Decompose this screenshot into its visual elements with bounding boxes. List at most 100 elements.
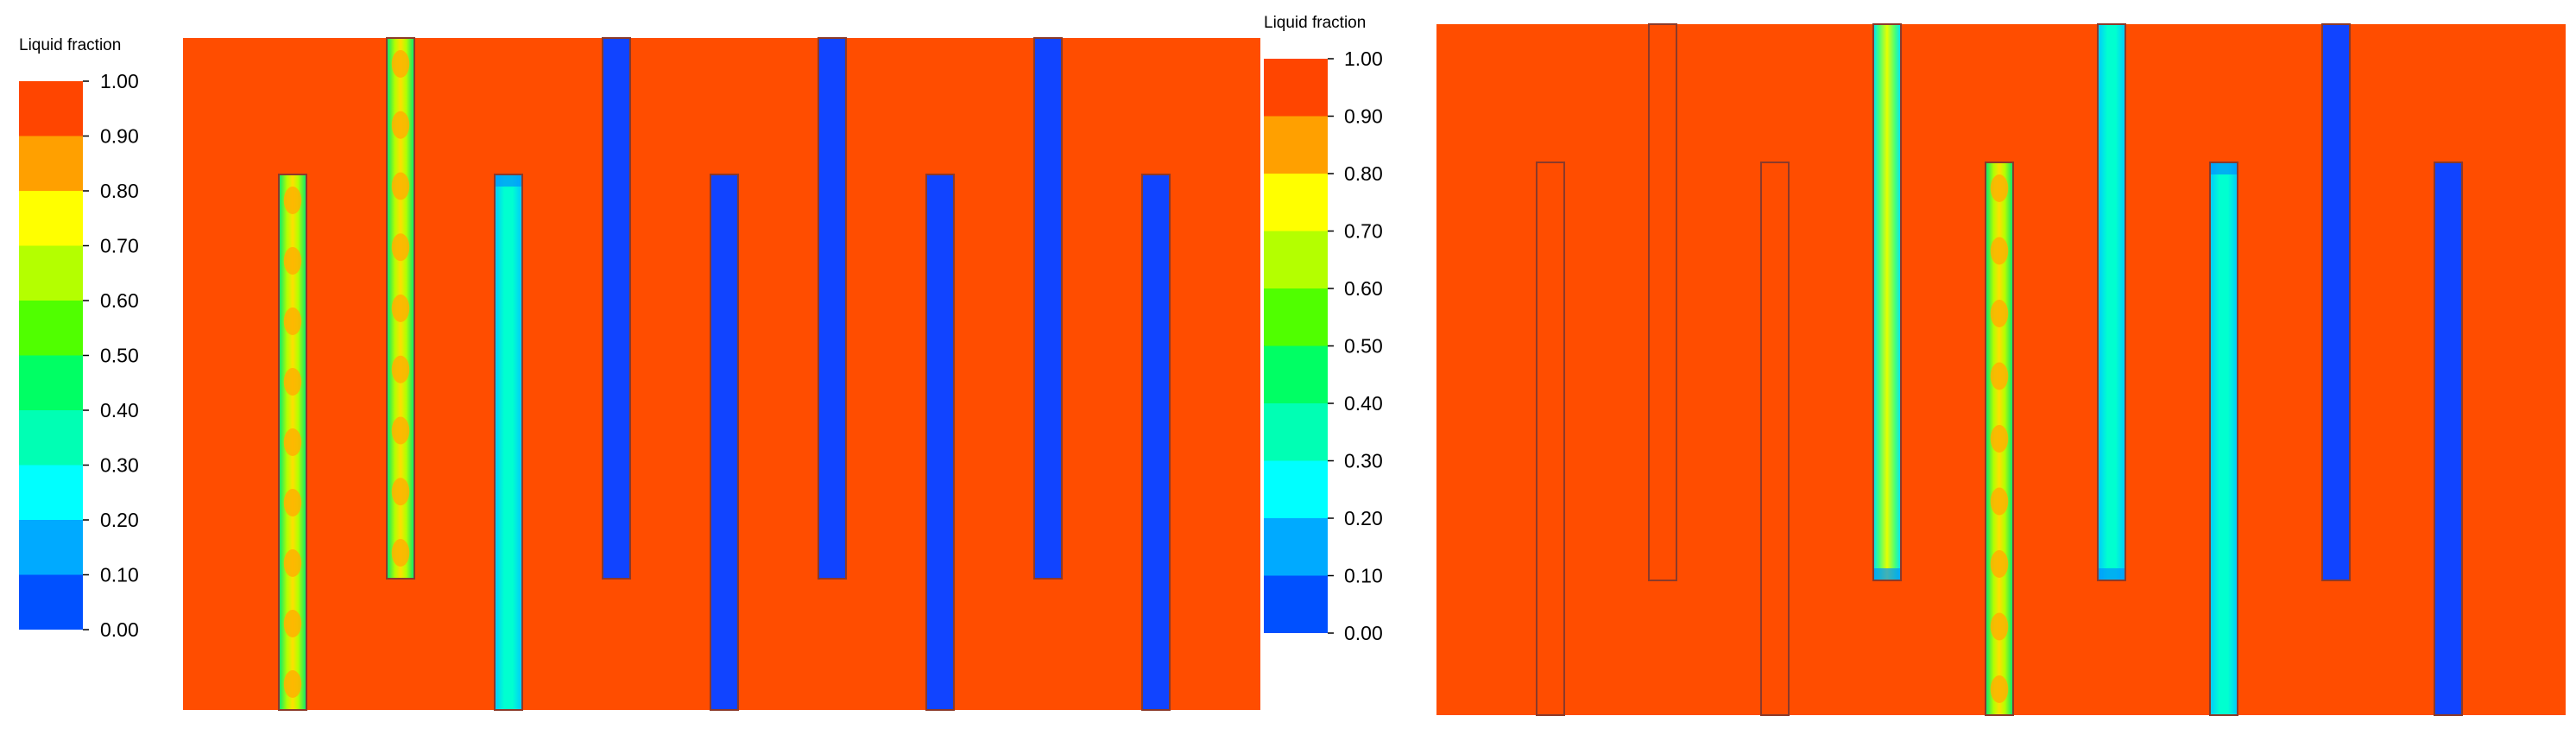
colorbar-tick-label: 0.90 (100, 125, 139, 148)
fin-outline (925, 174, 955, 711)
fin-outline (2097, 23, 2126, 581)
colorbar-tick-label: 0.00 (100, 618, 139, 641)
melt-blob (283, 489, 302, 516)
fin-bottom-5 (710, 174, 739, 711)
colorbar-bands (19, 81, 83, 630)
colorbar-band (19, 136, 83, 191)
melt-blob (391, 233, 410, 262)
fin-bottom-9 (1141, 174, 1171, 711)
fin-fill (710, 174, 738, 710)
colorbar-band (1264, 575, 1328, 633)
fin-bottom-3 (494, 174, 523, 711)
colorbar-tick-label: 0.30 (1344, 450, 1383, 472)
fin-tip (2098, 568, 2125, 580)
colorbar-band (1264, 231, 1328, 288)
colorbar-band (1264, 59, 1328, 117)
melt-blob (283, 610, 302, 637)
colorbar-tick-label: 0.20 (100, 509, 139, 531)
colorbar-title: Liquid fraction (19, 36, 121, 54)
fin-fill (2322, 24, 2350, 580)
melt-blob (283, 187, 302, 214)
fin-fill (603, 38, 630, 579)
fin-bottom-7 (925, 174, 955, 711)
fin-outline (1872, 23, 1902, 581)
colorbar-tick-label: 0.80 (1344, 162, 1383, 185)
fins (278, 37, 1171, 711)
fin-bottom-5 (1985, 162, 2014, 716)
fin-outline (1760, 162, 1790, 716)
colorbar-band (19, 301, 83, 356)
fin-tip (1873, 568, 1901, 580)
fin-outline (386, 37, 415, 580)
fin-outline (818, 37, 847, 580)
colorbar-tick-label: 1.00 (1344, 48, 1383, 70)
fin-bottom-1 (278, 174, 307, 711)
fin-outline (2321, 23, 2351, 581)
fin-fill (2210, 162, 2238, 715)
colorbar-tick-label: 0.10 (1344, 565, 1383, 587)
fin-fill (495, 174, 522, 710)
fin-fill (2434, 162, 2462, 715)
colorbar-band (19, 410, 83, 466)
melt-blob (283, 549, 302, 577)
fin-fill (2098, 24, 2125, 580)
fin-tip (495, 174, 522, 187)
fin-top-6 (818, 37, 847, 580)
colorbar-right: Liquid fraction 1.00 0.90 0.80 0.70 0.60 0.50… (1264, 14, 1383, 644)
fin-top-4 (1872, 23, 1902, 581)
colorbar-tick-label: 1.00 (100, 70, 139, 92)
colorbar-title: Liquid fraction (1264, 14, 1366, 32)
melt-blob (391, 295, 410, 322)
colorbar-tick-label: 0.60 (1344, 277, 1383, 300)
fin-outline (2434, 162, 2463, 716)
colorbar-band (1264, 288, 1328, 346)
colorbar-band (1264, 403, 1328, 461)
melt-blob (391, 539, 410, 567)
colorbar-tick-label: 0.10 (100, 564, 139, 586)
colorbar-band (19, 465, 83, 520)
fin-bottom-7 (2209, 162, 2238, 716)
colorbar-ticks: 1.00 0.90 0.80 0.70 0.60 0.50 0.40 0.30 0.20 0.10… (1328, 48, 1383, 644)
colorbar-left: Liquid fraction 1.00 0.90 0.80 0.70 0.60 0.50… (19, 36, 139, 641)
fin-outline (278, 174, 307, 711)
colorbar-band (19, 520, 83, 575)
melt-blob (1990, 300, 2009, 327)
colorbar-band (19, 81, 83, 136)
fin-top-2 (1648, 23, 1677, 581)
fin-top-8 (1033, 37, 1063, 580)
fin-outline (1033, 37, 1063, 580)
colorbar-band (19, 574, 83, 630)
fin-fill (1873, 24, 1901, 580)
melt-blob (1990, 174, 2009, 202)
fin-outline (710, 174, 739, 711)
fin-fill (926, 174, 954, 710)
melt-blob (283, 428, 302, 456)
melt-blob (391, 416, 410, 445)
colorbar-ticks: 1.00 0.90 0.80 0.70 0.60 0.50 0.40 0.30 0.20 0.10… (83, 70, 139, 641)
panel-left (183, 37, 1260, 711)
fin-bottom-9 (2434, 162, 2463, 716)
colorbar-band (1264, 345, 1328, 403)
colorbar-tick-label: 0.50 (100, 345, 139, 367)
colorbar-tick-label: 0.40 (100, 399, 139, 421)
fin-fill (818, 38, 846, 579)
fins (1536, 23, 2463, 716)
colorbar-tick-label: 0.90 (1344, 105, 1383, 128)
melt-blob (283, 368, 302, 396)
colorbar-band (19, 191, 83, 246)
colorbar-band (1264, 174, 1328, 231)
melt-blob (391, 355, 410, 383)
melt-blob (1990, 550, 2009, 578)
colorbar-band (1264, 116, 1328, 174)
fin-top-6 (2097, 23, 2126, 581)
colorbar-band (1264, 518, 1328, 576)
colorbar-band (1264, 460, 1328, 518)
fin-outline (1648, 23, 1677, 581)
fin-fill (1034, 38, 1062, 579)
colorbar-tick-label: 0.50 (1344, 335, 1383, 358)
fin-fill (1142, 174, 1170, 710)
panel-right (1436, 23, 2566, 716)
colorbar-band (19, 355, 83, 410)
melt-blob (1990, 675, 2009, 703)
